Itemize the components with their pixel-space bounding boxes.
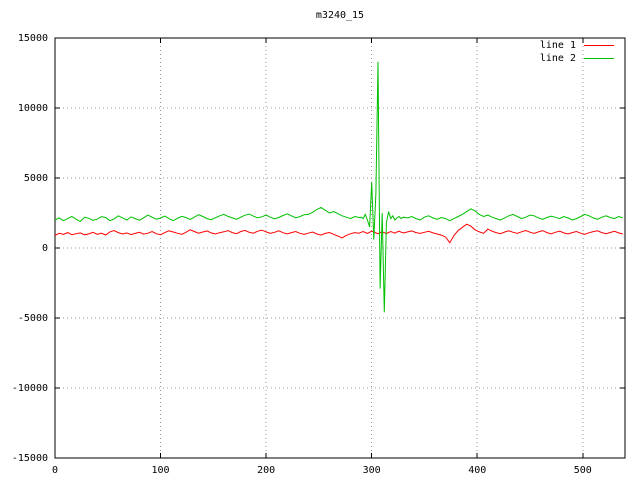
x-tick-label: 100 xyxy=(152,465,170,476)
chart-title: m3240_15 xyxy=(315,10,365,21)
x-tick-label: 400 xyxy=(468,465,486,476)
x-tick-label: 0 xyxy=(52,465,58,476)
series-line-1 xyxy=(54,223,624,244)
y-tick-label: -15000 xyxy=(12,453,48,464)
y-tick-label: 15000 xyxy=(18,33,48,44)
y-tick-label: -5000 xyxy=(18,313,48,324)
legend-line-sample xyxy=(584,45,614,46)
legend-item: line 1 xyxy=(540,39,614,52)
legend-line-sample xyxy=(584,58,614,59)
y-tick-label: -10000 xyxy=(12,383,48,394)
legend: line 1 line 2 xyxy=(540,39,614,65)
series-line-2 xyxy=(54,61,624,313)
legend-item: line 2 xyxy=(540,52,614,65)
x-tick-label: 300 xyxy=(363,465,381,476)
legend-label: line 1 xyxy=(539,40,576,51)
y-tick-label: 0 xyxy=(42,243,48,254)
y-tick-label: 5000 xyxy=(24,173,48,184)
y-tick-label: 10000 xyxy=(18,103,48,114)
x-tick-label: 200 xyxy=(257,465,275,476)
legend-label: line 2 xyxy=(539,53,576,64)
x-tick-label: 500 xyxy=(574,465,592,476)
